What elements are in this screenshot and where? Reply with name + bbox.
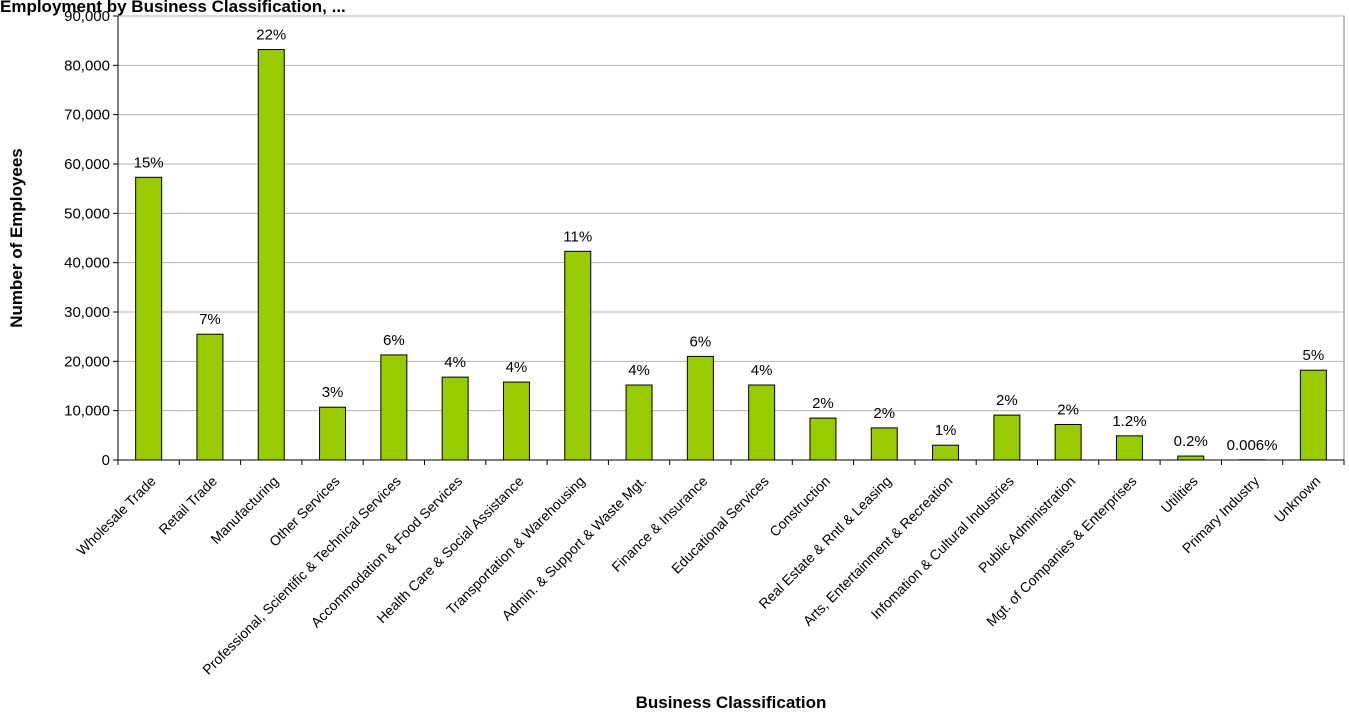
x-axis-title: Business Classification — [636, 693, 827, 712]
bar — [686, 355, 714, 461]
data-label: 11% — [563, 228, 592, 245]
y-tick-label: 0 — [102, 452, 110, 469]
data-label: 4% — [628, 362, 650, 379]
bar — [809, 417, 837, 461]
y-axis-ticks: 0 10,000 20,000 30,000 40,000 50,000 60,000 70,… — [64, 8, 118, 469]
data-label: 6% — [690, 333, 712, 350]
gridlines — [118, 15, 1344, 412]
y-tick-label: 90,000 — [64, 8, 110, 25]
chart-title: Employment by Business Classification, .… — [0, 0, 346, 16]
data-label: 22% — [256, 27, 286, 44]
bar — [380, 354, 408, 461]
y-tick-label: 20,000 — [64, 353, 110, 370]
bar — [1115, 435, 1143, 461]
data-label: 15% — [134, 154, 164, 171]
data-label: 2% — [996, 392, 1018, 409]
bar — [319, 406, 347, 461]
bar — [441, 376, 469, 461]
data-label: 5% — [1303, 347, 1325, 364]
y-tick-label: 30,000 — [64, 304, 110, 321]
bar — [932, 444, 960, 461]
data-label: 2% — [873, 405, 895, 422]
bar — [257, 49, 285, 461]
bar — [196, 333, 224, 461]
data-label: 0.2% — [1174, 433, 1208, 450]
x-category-label: Wholesale Trade — [73, 473, 159, 559]
x-category-label: Unknown — [1271, 473, 1324, 526]
bar — [870, 427, 898, 461]
data-label: 4% — [506, 359, 528, 376]
bar — [1299, 369, 1327, 461]
bar — [564, 250, 592, 461]
data-label: 0.006% — [1227, 437, 1278, 454]
bar — [993, 414, 1021, 461]
data-label: 4% — [751, 362, 773, 379]
x-category-label: Retail Trade — [155, 473, 220, 538]
bar — [625, 384, 653, 461]
bar — [1054, 423, 1082, 461]
data-labels: 15% 7% 22% 3% 6% 4% 4% 11% 4% 6% 4% 2% 2% 1% 2% 2% 1.2% 0… — [134, 27, 1325, 454]
x-category-label: Utilities — [1158, 473, 1201, 516]
plot-area — [117, 15, 1345, 461]
data-label: 3% — [322, 384, 344, 401]
y-tick-label: 40,000 — [64, 255, 110, 272]
data-label: 1% — [935, 422, 957, 439]
x-category-label: Construction — [766, 473, 833, 540]
bar — [502, 381, 530, 461]
y-tick-label: 80,000 — [64, 57, 110, 74]
y-tick-label: 50,000 — [64, 205, 110, 222]
bars — [135, 49, 1327, 461]
y-tick-label: 70,000 — [64, 107, 110, 124]
bar — [1177, 455, 1205, 461]
data-label: 2% — [812, 395, 834, 412]
data-label: 7% — [199, 311, 221, 328]
y-tick-label: 10,000 — [64, 403, 110, 420]
data-label: 1.2% — [1112, 413, 1146, 430]
data-label: 2% — [1057, 401, 1079, 418]
data-label: 4% — [444, 354, 466, 371]
y-axis-title: Number of Employees — [7, 148, 26, 328]
bar — [748, 384, 776, 461]
y-tick-label: 60,000 — [64, 156, 110, 173]
bar — [135, 176, 163, 461]
data-label: 6% — [383, 332, 405, 349]
